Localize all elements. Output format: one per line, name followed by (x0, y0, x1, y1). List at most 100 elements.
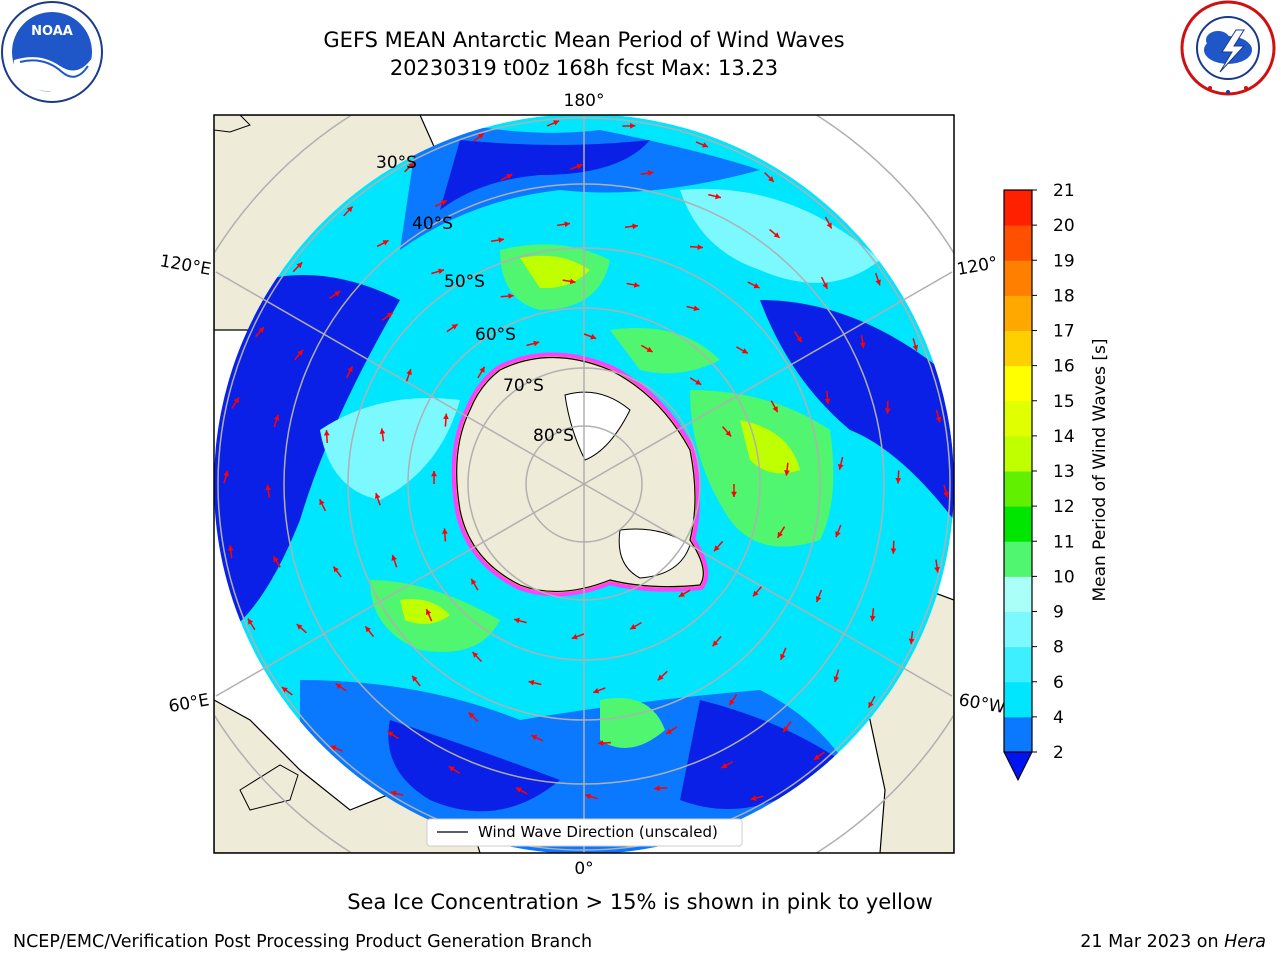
colorbar-swatch (1004, 435, 1032, 472)
wave-direction-arrowhead (515, 787, 522, 793)
graticule (214, 115, 954, 853)
wave-direction-arrowhead (875, 279, 881, 286)
wave-direction-arrowhead (335, 683, 342, 689)
wave-direction-arrowhead (533, 340, 540, 347)
credit-date-text: 21 Mar 2023 on (1080, 932, 1219, 952)
wave-direction-arrowhead (477, 133, 484, 139)
wave-direction-arrowhead (223, 470, 229, 477)
wave-direction-arrowhead (912, 344, 919, 351)
wave-direction-arrowhead (564, 221, 570, 228)
wave-direction-arrowhead (451, 324, 458, 330)
lon-label-bottom: 0° (574, 859, 593, 879)
wave-direction-arrowhead (772, 406, 778, 413)
colorbar-tick-label: 9 (1053, 603, 1064, 623)
colorbar-tick-label: 10 (1053, 567, 1075, 587)
wave-direction-arrowhead (442, 528, 448, 534)
wave-direction-arrowhead (813, 754, 820, 760)
sea-ice-note: Sea Ice Concentration > 15% is shown in … (347, 890, 933, 914)
colorbar-label: Mean Period of Wind Waves [s] (1090, 338, 1110, 601)
wave-direction-arrowhead (693, 305, 700, 312)
credit-branch: NCEP/EMC/Verification Post Processing Pr… (13, 932, 593, 952)
wave-direction-arrowhead (333, 566, 339, 573)
wave-direction-arrowhead (777, 531, 783, 538)
wave-direction-arrowhead (695, 379, 702, 385)
wave-direction-arrowhead (365, 626, 371, 633)
wave-direction-arrowhead (296, 624, 303, 630)
wave-direction-arrowhead (796, 336, 802, 343)
colorbar-tick-label: 16 (1053, 357, 1075, 377)
wave-direction-arrowhead (721, 762, 728, 768)
colorbar-swatch (1004, 225, 1032, 261)
wave-direction-arrowhead (531, 734, 538, 741)
wave-direction-arrowhead (386, 312, 393, 318)
wave-direction-arrowhead (281, 687, 288, 693)
chart-title: GEFS MEAN Antarctic Mean Period of Wind … (323, 28, 845, 52)
antarctica (451, 352, 709, 597)
wave-direction-arrowhead (833, 676, 840, 683)
wave-direction-arrowhead (678, 591, 685, 597)
colorbar-swatch (1004, 330, 1032, 367)
colorbar-swatch (1004, 190, 1032, 226)
colorbar-tick-label: 13 (1053, 462, 1075, 482)
legend-label: Wind Wave Direction (unscaled) (478, 823, 718, 841)
wave-direction-arrowhead (593, 688, 600, 694)
map-legend: Wind Wave Direction (unscaled) (426, 818, 743, 847)
lat-label-70s: 70°S (503, 376, 544, 396)
wave-direction-arrowhead (826, 222, 832, 229)
wave-direction-arrowhead (835, 531, 841, 538)
credit-date: 21 Mar 2023 on Hera (1080, 932, 1266, 952)
wave-direction-arrowhead (382, 240, 389, 246)
wave-direction-arrowhead (697, 244, 703, 250)
wave-direction-arrowhead (479, 366, 485, 373)
wave-direction-arrowhead (508, 293, 514, 299)
chart-subtitle: 20230319 t00z 168h fcst Max: 13.23 (389, 56, 779, 80)
wave-direction-arrowhead (297, 349, 304, 356)
wave-direction-arrowhead (824, 398, 831, 404)
noaa-logo-text: NOAA (31, 24, 73, 39)
wave-direction-arrowhead (934, 566, 940, 573)
wave-direction-arrowhead (248, 618, 254, 625)
colorbar-swatch (1004, 295, 1032, 331)
colorbar: 2 4 6 8 9 10 11 12 13 14 15 16 17 18 19 20 21 (1003, 181, 1075, 782)
wave-direction-arrowhead (725, 430, 732, 437)
wave-direction-arrowhead (233, 397, 239, 404)
colorbar-extend-triangle (1003, 751, 1033, 782)
colorbar-tick-label: 8 (1053, 638, 1064, 658)
wave-direction-arrowhead (633, 282, 640, 288)
wave-direction-arrowhead (783, 726, 789, 733)
colorbar-swatch (1004, 471, 1032, 507)
colorbar-swatch (1004, 400, 1032, 437)
lat-label-30s: 30°S (376, 153, 417, 173)
map-frame (213, 114, 955, 854)
wave-direction-arrowhead (330, 745, 337, 751)
nws-logo (1180, 0, 1276, 96)
wave-direction-arrowhead (387, 731, 394, 737)
colorbar-tick-label: 12 (1053, 497, 1075, 517)
wave-direction-arrowhead (632, 223, 638, 230)
wave-direction-arrowhead (715, 193, 721, 200)
lat-label-60s: 60°S (475, 325, 516, 345)
wave-direction-arrowhead (666, 728, 672, 734)
lon-label-right-lower: 60°W (957, 690, 1007, 718)
wave-direction-arrowhead (265, 484, 272, 491)
wave-direction-arrowhead (443, 413, 449, 420)
colorbar-tick-label: 20 (1053, 216, 1075, 236)
credit-system: Hera (1224, 932, 1266, 952)
wave-direction-arrowhead (712, 640, 719, 647)
wave-direction-arrowhead (590, 333, 597, 340)
wave-direction-arrowhead (890, 548, 897, 554)
wave-direction-arrowhead (729, 699, 735, 706)
wave-direction-arrowhead (859, 342, 866, 349)
wave-direction-arrowhead (943, 491, 949, 498)
wave-direction-arrowhead (935, 416, 942, 423)
wave-direction-arrowhead (630, 123, 636, 129)
lat-label-80s: 80°S (533, 426, 574, 446)
wave-direction-arrowhead (750, 795, 757, 801)
colorbar-swatch (1004, 681, 1032, 718)
wave-direction-arrowhead (334, 291, 341, 297)
wave-direction-arrowhead (780, 653, 786, 660)
wave-direction-arrowhead (506, 174, 513, 180)
wave-direction-arrowhead (630, 624, 637, 630)
wave-direction-arrowhead (702, 142, 708, 148)
wave-direction-arrowhead (468, 712, 475, 719)
